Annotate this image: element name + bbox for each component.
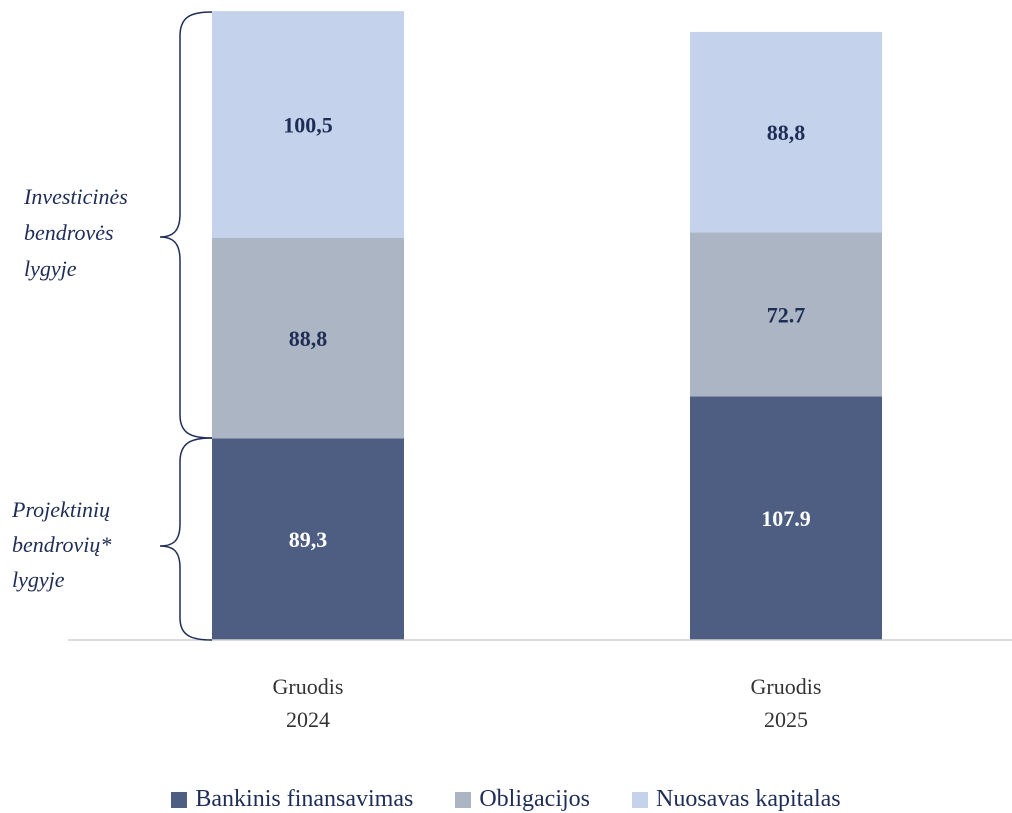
legend-item-1: Obligacijos	[455, 786, 590, 813]
legend-swatch-0	[171, 791, 188, 808]
data-label-1-0: 107.9	[761, 506, 811, 531]
upper-bracket-line-3: lygyje	[24, 256, 77, 281]
legend-label-0: Bankinis finansavimas	[195, 786, 414, 812]
upper-bracket-line-1: Investicinės	[23, 184, 128, 209]
legend-item-2: Nuosavas kapitalas	[632, 786, 841, 813]
data-label-0-0: 89,3	[289, 527, 328, 552]
data-label-0-1: 88,8	[289, 326, 328, 351]
legend-label-1: Obligacijos	[479, 786, 590, 812]
bar-segment-1-0	[690, 396, 882, 640]
x-tick-label-0-line1: Gruodis	[273, 674, 344, 699]
lower-bracket	[159, 437, 213, 641]
bar-segment-1-1	[690, 232, 882, 397]
lower-bracket-line-2: bendrovių*	[12, 532, 111, 557]
x-tick-label-0-line2: 2024	[286, 707, 330, 732]
legend: Bankinis finansavimas Obligacijos Nuosavas…	[0, 786, 1012, 813]
bars-group: 89,3 88,8 100,5 107.9 72.7 88,8	[212, 11, 882, 640]
data-label-1-1: 72.7	[767, 302, 806, 327]
x-tick-label-1-line2: 2025	[764, 707, 808, 732]
lower-bracket-line-3: lygyje	[12, 567, 65, 592]
bar-segment-0-1	[212, 238, 404, 439]
bar-segment-0-0	[212, 438, 404, 640]
lower-bracket-label: Projektinių bendrovių* lygyje	[11, 497, 117, 592]
upper-bracket	[159, 11, 213, 439]
upper-bracket-label: Investicinės bendrovės lygyje	[23, 184, 133, 281]
legend-swatch-2	[632, 791, 648, 808]
data-label-1-2: 88,8	[767, 120, 806, 145]
data-label-0-2: 100,5	[283, 113, 333, 138]
legend-item-0: Bankinis finansavimas	[171, 786, 413, 813]
x-tick-label-1-line1: Gruodis	[751, 674, 822, 699]
legend-label-2: Nuosavas kapitalas	[656, 786, 841, 812]
lower-bracket-line-1: Projektinių	[11, 497, 110, 522]
bar-segment-0-2	[212, 11, 404, 239]
upper-bracket-line-2: bendrovės	[24, 220, 114, 245]
bar-segment-1-2	[690, 31, 882, 233]
legend-swatch-1	[455, 791, 472, 808]
x-tick-labels: Gruodis 2024 Gruodis 2025	[273, 674, 822, 732]
